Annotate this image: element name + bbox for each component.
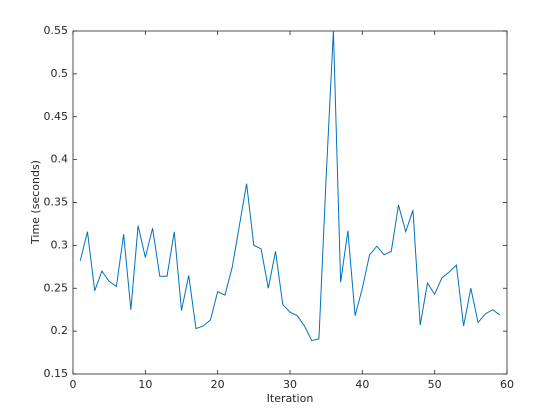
x-tick-label: 0	[70, 378, 77, 391]
x-tick-label: 60	[500, 378, 514, 391]
x-tick-label: 30	[283, 378, 297, 391]
x-tick-label: 10	[138, 378, 152, 391]
y-axis-label: Time (seconds)	[29, 160, 42, 245]
x-tick-label: 20	[211, 378, 225, 391]
y-tick-label: 0.2	[51, 324, 69, 337]
y-tick-label: 0.15	[44, 367, 69, 380]
y-tick-label: 0.25	[44, 281, 69, 294]
x-tick-label: 40	[355, 378, 369, 391]
x-axis-label: Iteration	[267, 392, 314, 405]
y-tick-label: 0.3	[51, 238, 69, 251]
y-tick-label: 0.35	[44, 196, 69, 209]
y-tick-label: 0.4	[51, 153, 69, 166]
y-tick-label: 0.55	[44, 24, 69, 37]
x-tick-label: 50	[428, 378, 442, 391]
y-tick-label: 0.5	[51, 67, 69, 80]
y-tick-label: 0.45	[44, 110, 69, 123]
line-series	[79, 30, 501, 342]
